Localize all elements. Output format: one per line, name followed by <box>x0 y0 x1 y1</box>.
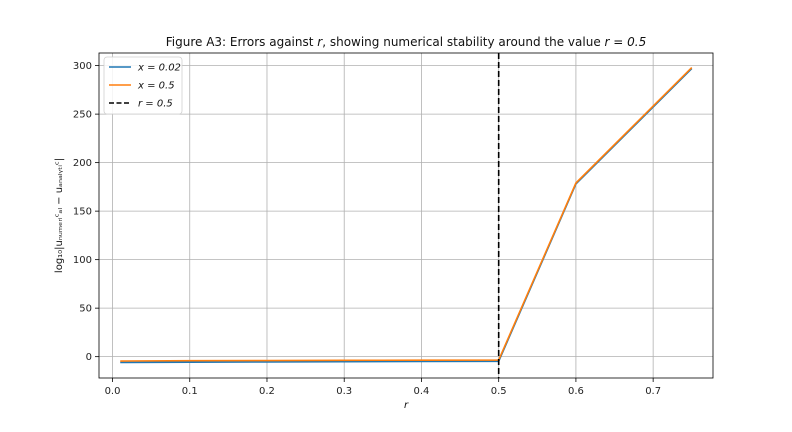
x-tick-label: 0.0 <box>105 386 121 397</box>
x-tick-label: 0.6 <box>568 386 584 397</box>
x-tick-label: 0.7 <box>645 386 661 397</box>
x-tick-label: 0.2 <box>259 386 275 397</box>
series-line-2 <box>120 66 693 362</box>
x-tick-label: 0.4 <box>413 386 429 397</box>
ticks: 0.0 0.1 0.2 0.3 0.4 0.5 0.6 0.7 0 50 100 150 200 250 3… <box>73 61 661 397</box>
title-equation: r = 0.5 <box>605 35 647 49</box>
x-tick-label: 0.5 <box>491 386 507 397</box>
legend: x = 0.02 x = 0.5 r = 0.5 <box>103 56 183 115</box>
y-tick-label: 100 <box>73 255 92 266</box>
legend-label: x = 0.5 <box>137 81 175 92</box>
x-tick-label: 0.3 <box>336 386 352 397</box>
title-variable: r <box>317 35 323 49</box>
y-tick-label: 300 <box>73 61 92 72</box>
title-text: , showing numerical stability around the… <box>322 35 604 49</box>
y-tick-label: 50 <box>79 304 92 315</box>
legend-label: x = 0.02 <box>137 63 181 74</box>
legend-box <box>103 56 183 115</box>
series-line-1 <box>120 67 693 364</box>
y-tick-label: 0 <box>86 352 92 363</box>
y-tick-label: 150 <box>73 207 92 218</box>
plot-frame <box>98 52 714 379</box>
y-tick-label: 200 <box>73 158 92 169</box>
grid <box>99 53 713 378</box>
y-tick-label: 250 <box>73 110 92 121</box>
title-text: Figure A3: Errors against <box>166 35 318 49</box>
x-axis-label: r <box>404 400 409 411</box>
y-axis-label: log₁₀|uₙᵤₘₑᵣᵢᶜₐₗ − uₐₙₐₗᵧₜᵢᶜ| <box>54 158 65 273</box>
plot-lines <box>120 53 693 378</box>
chart-title: Figure A3: Errors against r, showing num… <box>166 35 646 49</box>
x-tick-label: 0.1 <box>182 386 198 397</box>
legend-label: r = 0.5 <box>138 99 173 110</box>
